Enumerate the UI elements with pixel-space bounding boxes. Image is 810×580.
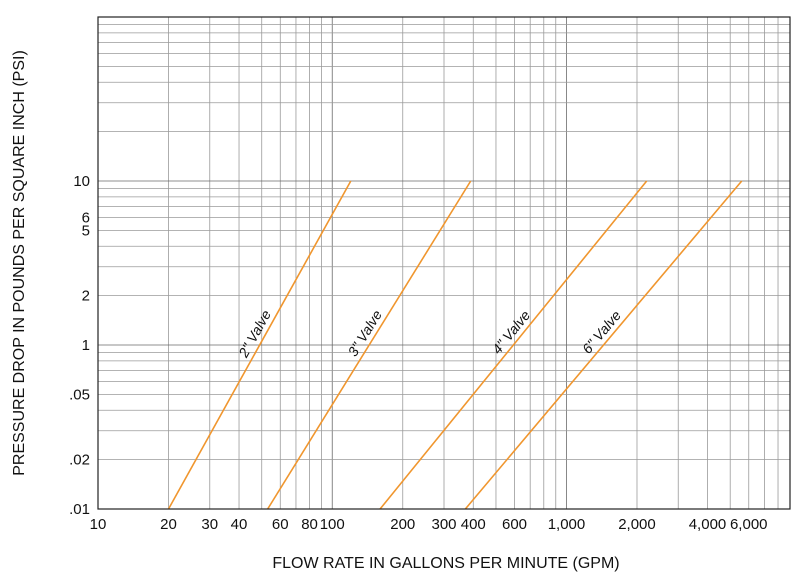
x-tick-label: 40 bbox=[231, 516, 248, 533]
y-tick-label: .01 bbox=[69, 501, 90, 518]
series-line-2 bbox=[379, 180, 648, 510]
y-tick-label: 5 bbox=[82, 222, 90, 239]
x-tick-label: 10 bbox=[90, 516, 107, 533]
x-tick-label: 1,000 bbox=[548, 516, 586, 533]
x-tick-label: 2,000 bbox=[618, 516, 656, 533]
x-tick-label: 400 bbox=[461, 516, 486, 533]
y-axis-title: PRESSURE DROP IN POUNDS PER SQUARE INCH … bbox=[11, 50, 28, 476]
y-tick-labels: .01 .02 .05 1 2 56 10 bbox=[69, 173, 90, 518]
y-tick-label: .05 bbox=[69, 386, 90, 403]
series-lines bbox=[167, 180, 743, 510]
x-tick-label: 60 bbox=[272, 516, 289, 533]
x-tick-label: 4,000 bbox=[689, 516, 727, 533]
x-tick-label: 100 bbox=[320, 516, 345, 533]
y-tick-label: 6 bbox=[82, 209, 90, 226]
x-tick-label: 30 bbox=[201, 516, 218, 533]
y-tick-label: .02 bbox=[69, 452, 90, 469]
series-line-0 bbox=[167, 180, 352, 510]
x-tick-label: 600 bbox=[502, 516, 527, 533]
x-tick-labels: 10 20 30 40 60 80 100 200 300 400 600 1,000 2,000 4,0… bbox=[90, 516, 768, 533]
series-line-1 bbox=[266, 180, 472, 510]
y-tick-label: 10 bbox=[73, 173, 90, 190]
x-tick-label: 300 bbox=[431, 516, 456, 533]
series-line-3 bbox=[464, 180, 743, 510]
y-tick-label: 1 bbox=[82, 337, 90, 354]
x-tick-label: 6,000 bbox=[730, 516, 768, 533]
x-tick-label: 20 bbox=[160, 516, 177, 533]
plot-frame bbox=[97, 16, 791, 510]
x-axis-title: FLOW RATE IN GALLONS PER MINUTE (GPM) bbox=[272, 555, 619, 572]
grid bbox=[97, 17, 791, 510]
x-tick-label: 200 bbox=[390, 516, 415, 533]
x-tick-label: 80 bbox=[301, 516, 318, 533]
y-tick-label: 2 bbox=[82, 288, 90, 305]
